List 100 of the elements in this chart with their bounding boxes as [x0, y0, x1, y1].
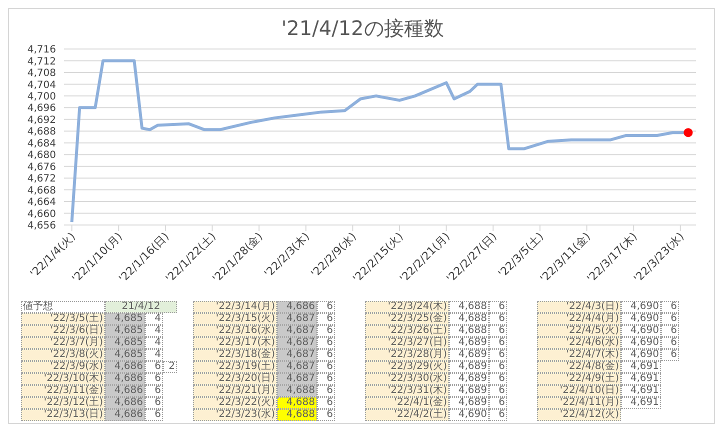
text: 4,685 — [105, 313, 145, 325]
y-tick-label: 4,684 — [27, 138, 56, 150]
text: 6 — [661, 325, 679, 337]
text: 6 — [489, 397, 507, 409]
text: 6 — [317, 337, 335, 349]
text: 6 — [661, 313, 679, 325]
y-tick-label: 4,712 — [27, 56, 56, 68]
text: 6 — [661, 301, 679, 313]
text: 4 — [145, 349, 163, 361]
text: 4,688 — [449, 325, 489, 337]
text: 4,690 — [621, 325, 661, 337]
text: '22/3/16(水) — [193, 325, 277, 337]
text: 6 — [489, 313, 507, 325]
text: '22/4/2(土) — [365, 409, 449, 421]
text: '22/4/10(日) — [537, 385, 621, 397]
text: '22/3/26(土) — [365, 325, 449, 337]
y-tick-label: 4,664 — [27, 197, 56, 208]
text: 6 — [489, 301, 507, 313]
text: 6 — [317, 385, 335, 397]
text: '22/3/5(土) — [21, 313, 105, 325]
text: '22/4/5(火) — [537, 325, 621, 337]
text: 4,690 — [621, 349, 661, 361]
text: 6 — [317, 409, 335, 421]
text: 4,687 — [277, 361, 317, 373]
text: '22/4/1(金) — [365, 397, 449, 409]
text: 4 — [145, 325, 163, 337]
text: 6 — [317, 361, 335, 373]
text: 6 — [489, 325, 507, 337]
text: '22/3/28(月) — [365, 349, 449, 361]
text: 6 — [317, 397, 335, 409]
text: 6 — [145, 409, 163, 421]
text: 4,686 — [277, 301, 317, 313]
text: '22/3/14(月) — [193, 301, 277, 313]
text: 4,688 — [277, 385, 317, 397]
y-tick-label: 4,668 — [27, 185, 56, 196]
text: 6 — [145, 373, 163, 385]
text: 4,691 — [621, 385, 661, 397]
y-tick-label: 4,676 — [27, 162, 56, 173]
text: 4,686 — [105, 397, 145, 409]
text: 4,689 — [449, 349, 489, 361]
text: 4,685 — [105, 349, 145, 361]
text: 6 — [489, 349, 507, 361]
text: 4 — [145, 313, 163, 325]
text: '22/3/27(日) — [365, 337, 449, 349]
text: '22/4/8(金) — [537, 361, 621, 373]
y-tick-label: 4,680 — [27, 150, 56, 162]
text: '22/4/11(月) — [537, 397, 621, 409]
text: '22/4/7(木) — [537, 349, 621, 361]
text: 4,688 — [449, 301, 489, 313]
text: 4,689 — [449, 397, 489, 409]
text: 4,691 — [621, 373, 661, 385]
text: '22/3/13(日) — [21, 409, 105, 421]
y-tick-label: 4,688 — [27, 126, 56, 138]
y-tick-label: 4,704 — [27, 80, 56, 91]
text: 4 — [145, 337, 163, 349]
text: 4,690 — [621, 337, 661, 349]
y-tick-label: 4,696 — [27, 103, 56, 114]
text: 4,689 — [449, 385, 489, 397]
text: '22/3/24(木) — [365, 301, 449, 313]
text: 6 — [145, 385, 163, 397]
text: '22/3/20(日) — [193, 373, 277, 385]
text: '22/3/22(火) — [193, 397, 277, 409]
text: 6 — [661, 349, 679, 361]
text: 6 — [317, 325, 335, 337]
text: '22/4/3(日) — [537, 301, 621, 313]
text: 6 — [661, 337, 679, 349]
text: '22/3/6(日) — [21, 325, 105, 337]
chart-title: '21/4/12の接種数 — [280, 15, 445, 42]
text: 4,691 — [621, 361, 661, 373]
text: '22/4/9(土) — [537, 373, 621, 385]
y-tick-label: 4,716 — [27, 44, 56, 56]
text: 4,685 — [105, 325, 145, 337]
text: '22/3/12(土) — [21, 397, 105, 409]
text: 6 — [489, 337, 507, 349]
text: 4,688 — [277, 397, 317, 409]
text: '22/3/23(水) — [193, 409, 277, 421]
text: '22/3/17(木) — [193, 337, 277, 349]
text: 6 — [489, 373, 507, 385]
text: '22/3/31(木) — [365, 385, 449, 397]
text: 6 — [489, 409, 507, 421]
text: '22/4/6(水) — [537, 337, 621, 349]
text: '22/3/7(月) — [21, 337, 105, 349]
y-tick-label: 4,672 — [27, 174, 56, 185]
text: 6 — [317, 301, 335, 313]
text: '22/3/9(水) — [21, 361, 105, 373]
text: '22/3/18(金) — [193, 349, 277, 361]
text: 4,687 — [277, 373, 317, 385]
text: 4,688 — [277, 409, 317, 421]
text: 4,690 — [621, 313, 661, 325]
text: '22/3/29(火) — [365, 361, 449, 373]
text: 4,686 — [105, 409, 145, 421]
text: '22/3/11(金) — [21, 385, 105, 397]
text: 6 — [145, 397, 163, 409]
text: 4,690 — [449, 409, 489, 421]
text: 6 — [317, 313, 335, 325]
text: 4,689 — [449, 373, 489, 385]
text: 4,686 — [105, 385, 145, 397]
y-tick-label: 4,656 — [27, 220, 56, 232]
y-tick-label: 4,708 — [27, 68, 56, 80]
text: 4,687 — [277, 337, 317, 349]
